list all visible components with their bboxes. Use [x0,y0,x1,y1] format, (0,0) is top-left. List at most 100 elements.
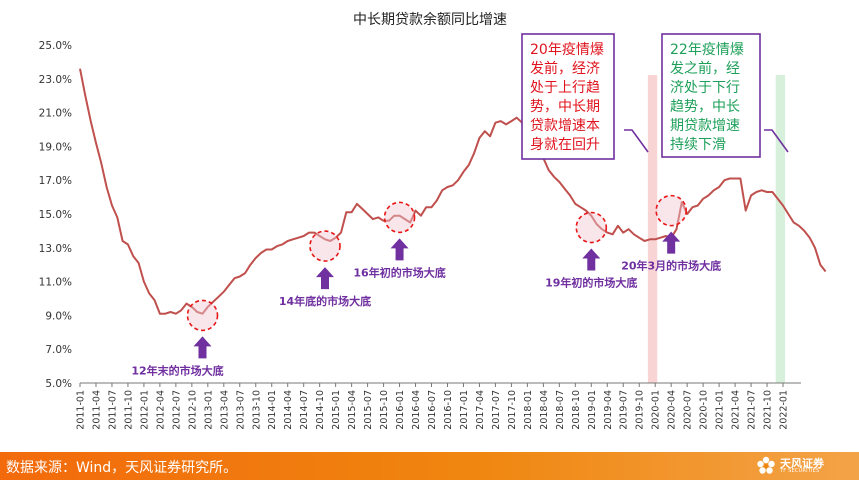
x-tick-label: 2016-10 [443,390,454,430]
callout-tail-c20 [624,129,649,153]
x-tick-label: 2014-01 [267,390,278,430]
highlight-band-0 [647,75,658,383]
up-arrow-icon [193,336,212,359]
annotation-label-a20: 20年3月的市场大底 [621,259,721,273]
x-tick-label: 2017-07 [491,390,502,430]
marker-circle-a14 [309,230,341,262]
x-tick-label: 2014-10 [315,390,326,430]
x-tick-label: 2016-04 [411,390,422,430]
x-tick-label: 2020-01 [651,390,662,430]
x-tick-label: 2013-01 [203,390,214,430]
callout-line: 持续下滑 [670,136,726,153]
series-line-0 [79,68,827,315]
callout-box-c22 [661,33,761,158]
x-tick-label: 2020-04 [667,390,678,430]
x-tick-label: 2015-10 [379,390,390,430]
y-tick-label: 25.0% [39,40,72,52]
callout-line: 期贷款增速 [670,118,740,134]
x-tick-label: 2015-01 [331,390,342,430]
callout-line: 身就在回升 [530,137,600,153]
callout-line: 济处于下行 [670,80,740,96]
brand-logo: 天风证券 TF SECURITIES [755,454,851,478]
chart: 25.0% 23.0% 21.0% 19.0% 17.0% 15.0% 13.0% 11.0%… [39,11,827,430]
source-note: 数据来源：Wind，天风证券研究所。 [6,460,238,476]
callout-line: 22年疫情爆 [670,42,744,58]
callout-line: 处于上行趋 [530,80,600,96]
y-tick-label: 5.0% [45,378,72,390]
x-tick-label: 2020-10 [699,390,710,430]
annotations-layer: 12年末的市场大底 14年底的市场大底 16年初的市场大底 19年初的市场大底 20年3… [131,194,721,377]
y-tick-label: 11.0% [39,277,72,289]
up-arrow-icon [390,238,409,261]
annotation-label-a12: 12年末的市场大底 [131,363,223,377]
callout-line: 发之前，经 [670,60,740,77]
x-tick-label: 2020-07 [683,390,694,430]
x-tick-label: 2016-01 [395,390,406,430]
x-tick-label: 2012-10 [187,390,198,430]
x-tick-label: 2022-01 [779,390,790,430]
up-arrow-icon [315,267,334,290]
callout-tail-c22 [764,129,789,153]
x-tick-label: 2018-10 [571,390,582,430]
brand-subtitle: TF SECURITIES [780,468,820,474]
series-layer [79,68,827,315]
brand-name: 天风证券 [780,457,824,470]
x-tick-label: 2017-04 [475,390,486,430]
x-tick-label: 2011-07 [107,390,118,430]
chart-title: 中长期贷款余额同比增速 [353,11,507,28]
annotation-label-a16: 16年初的市场大底 [353,265,445,279]
callout-line: 势，中长期 [530,99,600,115]
x-tick-label: 2018-01 [523,390,534,430]
annotation-label-a14: 14年底的市场大底 [279,294,371,308]
x-tick-label: 2012-01 [139,390,150,430]
y-tick-label: 13.0% [39,243,72,255]
y-tick-label: 23.0% [39,74,72,86]
x-tick-label: 2019-07 [619,390,630,430]
x-tick-label: 2011-04 [91,390,102,430]
x-tick-label: 2021-07 [747,390,758,430]
y-axis: 25.0% 23.0% 21.0% 19.0% 17.0% 15.0% 13.0% 11.0%… [39,40,72,390]
x-tick-label: 2012-04 [155,390,166,430]
footer-bar: 数据来源：Wind，天风证券研究所。 天风证券 TF SECURITIES [0,452,859,480]
x-tick-label: 2013-10 [251,390,262,430]
x-tick-label: 2015-07 [363,390,374,430]
x-tick-label: 2016-07 [427,390,438,430]
up-arrow-icon [582,248,601,271]
callout-line: 贷款增速本 [530,118,600,134]
y-tick-label: 9.0% [45,310,72,322]
x-tick-label: 2017-10 [507,390,518,430]
x-tick-label: 2021-04 [731,390,742,430]
marker-circle-a12 [186,299,219,332]
flower-logo-icon [757,456,775,474]
x-tick-label: 2013-04 [219,390,230,430]
x-tick-label: 2017-01 [459,390,470,430]
x-tick-label: 2019-04 [603,390,614,430]
x-tick-label: 2018-07 [555,390,566,430]
x-tick-label: 2019-01 [587,390,598,430]
x-tick-label: 2019-10 [635,390,646,430]
y-tick-label: 7.0% [45,344,72,356]
callout-line: 发前，经济 [530,60,600,77]
y-tick-label: 19.0% [39,141,72,153]
callout-line: 趋势，中长 [670,99,740,115]
x-tick-label: 2014-07 [299,390,310,430]
x-tick-label: 2012-07 [171,390,182,430]
x-tick-label: 2013-07 [235,390,246,430]
y-tick-label: 17.0% [39,175,72,187]
x-tick-label: 2015-04 [347,390,358,430]
y-tick-label: 21.0% [39,108,72,120]
x-axis: 2011-01 2011-04 2011-07 2011-10 2012-01 2012-… [76,382,801,430]
marker-circle-a19 [575,211,608,244]
x-tick-label: 2011-10 [123,390,134,430]
x-tick-label: 2021-10 [763,390,774,430]
highlight-band-1 [775,75,786,383]
annotation-label-a19: 19年初的市场大底 [545,276,637,290]
up-arrow-icon [662,231,681,254]
marker-circle-a20 [655,194,687,227]
highlight-bands [647,75,786,383]
y-tick-label: 15.0% [39,209,72,221]
marker-circle-a16 [383,201,416,234]
callout-line: 20年疫情爆 [530,42,604,58]
callout-box-c20 [521,33,615,160]
